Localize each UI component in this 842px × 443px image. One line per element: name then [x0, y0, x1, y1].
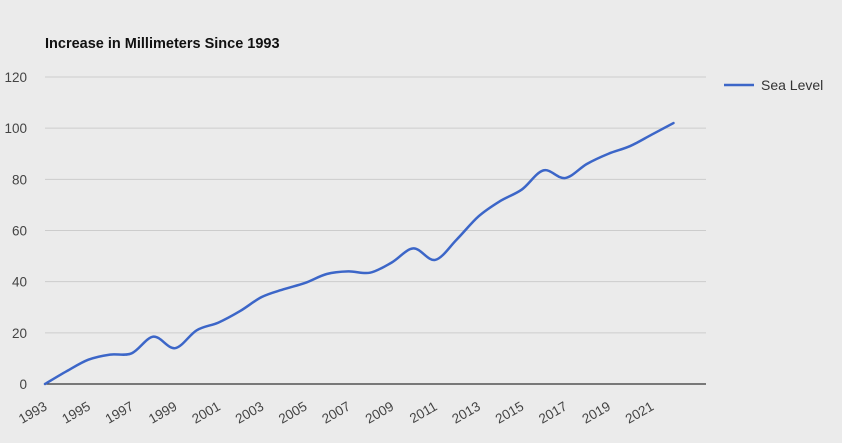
x-tick-label: 2013: [449, 399, 483, 427]
x-axis-ticks: 1993 1995 1997 1999 2001 2003 2005 2007 2009 2011…: [16, 399, 656, 427]
grid-lines: [45, 76, 706, 385]
x-tick-label: 2011: [407, 399, 440, 427]
x-tick-label: 1993: [16, 399, 50, 427]
legend[interactable]: Sea Level: [724, 77, 823, 93]
x-tick-label: 1997: [103, 399, 137, 427]
x-tick-label: 2017: [536, 399, 570, 427]
series-lines: [43, 121, 675, 386]
x-tick-label: 2021: [623, 399, 657, 427]
x-tick-label: 2009: [363, 399, 397, 427]
y-tick-label: 120: [4, 70, 27, 85]
y-tick-label: 60: [12, 224, 27, 239]
y-axis-ticks: 0 20 40 60 80 100 120: [4, 70, 27, 392]
x-tick-label: 1999: [146, 399, 180, 427]
x-tick-label: 2019: [579, 399, 613, 427]
x-tick-label: 1995: [59, 399, 93, 427]
chart-title: Increase in Millimeters Since 1993: [45, 36, 280, 52]
x-tick-label: 2003: [233, 399, 267, 427]
y-tick-label: 80: [12, 172, 27, 187]
x-tick-label: 2001: [189, 399, 223, 427]
sea-level-line: [43, 121, 675, 386]
x-tick-label: 2007: [319, 399, 353, 427]
y-tick-label: 0: [19, 377, 27, 392]
x-tick-label: 2015: [493, 399, 527, 427]
y-tick-label: 40: [12, 275, 27, 290]
y-tick-label: 100: [4, 121, 27, 136]
x-tick-label: 2005: [276, 399, 310, 427]
y-tick-label: 20: [12, 326, 27, 341]
legend-label: Sea Level: [761, 77, 823, 93]
